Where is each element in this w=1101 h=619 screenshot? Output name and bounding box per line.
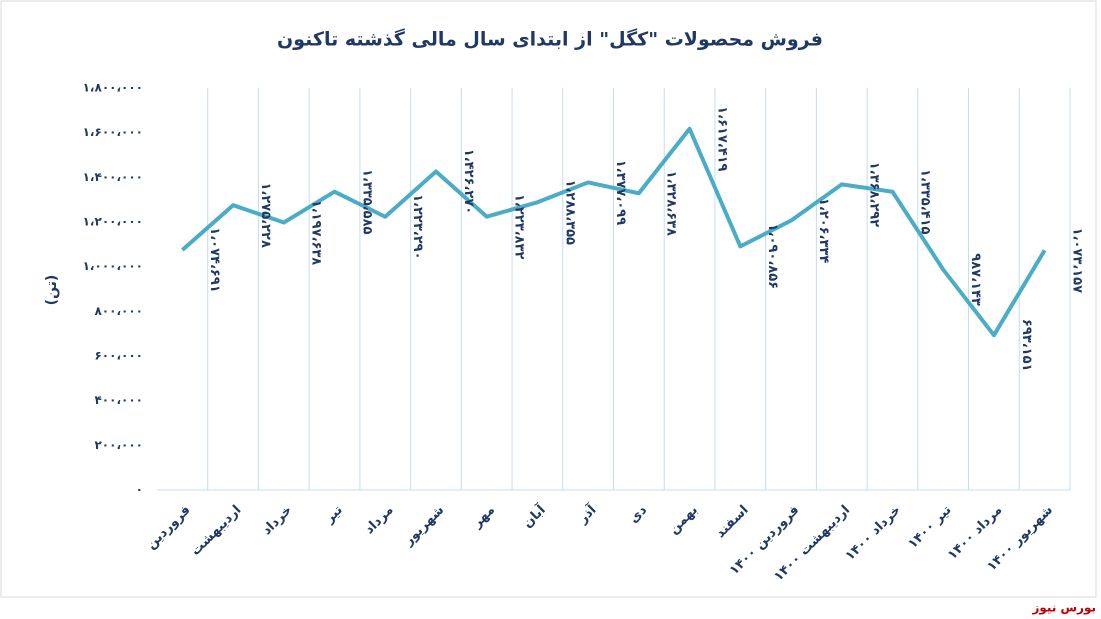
data-label: ۱،۱۹۷،۶۳۸ [309,200,324,265]
data-label: ۱،۶۱۷،۴۱۹ [714,106,729,171]
data-label: ۱،۰۷۴،۶۹۱ [207,227,222,292]
data-label: ۱،۲۸۸،۳۵۵ [562,180,577,245]
data-label: ۹۸۷،۱۴۳ [968,253,983,306]
y-tick-label: ۱،۶۰۰،۰۰۰ [83,125,143,139]
y-tick-label: ۱،۸۰۰،۰۰۰ [83,81,143,95]
y-tick-label: ۱،۴۰۰،۰۰۰ [83,170,143,184]
y-tick-label: ۲۰۰،۰۰۰ [94,438,143,452]
data-label: ۱،۲۷۵،۲۲۸ [258,182,273,247]
data-label: ۱،۳۳۵،۵۸۵ [359,169,374,234]
chart-title: فروش محصولات "کگل" از ابتدای سال مالی گذ… [277,28,823,51]
y-tick-label: ۱،۰۰۰،۰۰۰ [83,259,143,273]
data-label: ۱،۳۲۸،۶۳۸ [664,171,679,236]
source: بورس نیوز [1031,601,1096,616]
data-label: ۱،۲۰۶،۳۳۴ [816,198,831,263]
y-tick-label: ۰ [136,483,143,497]
data-label: ۱،۰۷۳،۱۵۷ [1070,228,1085,293]
y-axis-label: (تن) [44,275,60,306]
y-tick-label: ۸۰۰،۰۰۰ [94,304,143,318]
y-tick-label: ۴۰۰،۰۰۰ [94,393,143,407]
data-line [181,126,1047,338]
data-label: ۶۹۳،۱۵۱ [1019,319,1034,372]
data-label: ۱،۳۶۸،۲۹۲ [867,162,882,227]
chart-frame [0,0,1097,598]
data-label: ۱،۲۲۳،۸۳۲ [512,194,527,259]
y-tick-label: ۶۰۰،۰۰۰ [94,349,143,363]
data-label: ۱،۲۲۳،۲۹۰ [410,194,425,259]
data-label: ۱،۴۲۶،۲۷۰ [461,149,476,214]
data-label: ۱،۳۷۷،۰۹۹ [613,160,628,225]
data-label: ۱،۰۹۰،۸۵۶ [765,224,780,289]
y-tick-label: ۱،۲۰۰،۰۰۰ [83,215,143,229]
data-label: ۱،۳۳۵،۴۱۵ [917,169,932,234]
